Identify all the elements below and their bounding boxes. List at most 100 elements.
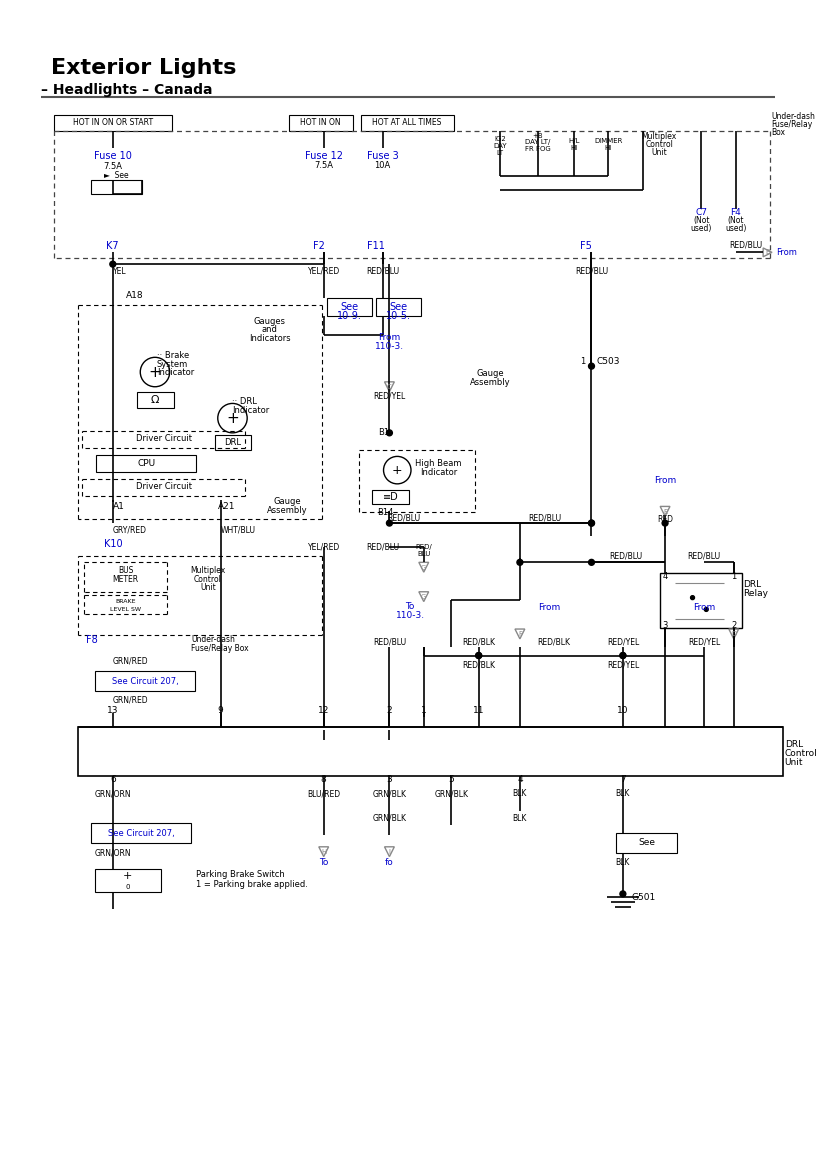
- Text: Indicator: Indicator: [233, 406, 269, 415]
- Bar: [95, 671, 195, 691]
- Text: +B: +B: [532, 132, 542, 139]
- Text: From: From: [775, 248, 796, 257]
- Text: CPU: CPU: [137, 459, 155, 468]
- Text: HI: HI: [569, 145, 577, 152]
- Text: BLK: BLK: [615, 858, 629, 867]
- Circle shape: [475, 653, 481, 658]
- Bar: [91, 823, 191, 843]
- Text: (Not: (Not: [692, 217, 708, 226]
- Text: Gauge: Gauge: [274, 497, 301, 506]
- Text: 5: 5: [448, 774, 454, 783]
- Text: I: I: [388, 850, 390, 855]
- Text: Indicator: Indicator: [156, 367, 194, 377]
- Text: (Not: (Not: [726, 217, 743, 226]
- Text: GRN/BLK: GRN/BLK: [372, 814, 406, 823]
- Text: GRN/ORN: GRN/ORN: [94, 789, 131, 799]
- Text: RED/BLK: RED/BLK: [462, 637, 495, 647]
- Text: 1: 1: [731, 571, 735, 581]
- Text: To: To: [405, 602, 414, 611]
- Text: Multiplex: Multiplex: [640, 132, 676, 141]
- Text: 10A: 10A: [374, 161, 390, 169]
- Text: Fuse 12: Fuse 12: [305, 151, 342, 161]
- Text: DAY LT/: DAY LT/: [524, 139, 550, 146]
- Text: 10-9.: 10-9.: [337, 311, 361, 321]
- Circle shape: [516, 560, 523, 566]
- Text: DRL: DRL: [224, 438, 241, 447]
- Text: Gauge: Gauge: [476, 370, 504, 379]
- Text: Under-dash: Under-dash: [191, 635, 235, 644]
- Circle shape: [475, 653, 481, 658]
- Bar: [375, 299, 420, 316]
- Text: 6: 6: [110, 774, 115, 783]
- Text: ·· Brake: ·· Brake: [156, 351, 189, 359]
- Text: RED/BLU: RED/BLU: [527, 513, 560, 523]
- Text: RED/BLK: RED/BLK: [462, 661, 495, 670]
- Text: BLK: BLK: [512, 814, 527, 823]
- Text: RED/BLU: RED/BLU: [609, 552, 641, 561]
- Bar: [360, 115, 454, 131]
- Bar: [95, 869, 161, 892]
- Text: Driver Circuit: Driver Circuit: [136, 482, 192, 491]
- Text: High Beam: High Beam: [414, 459, 461, 468]
- Text: B: B: [765, 249, 769, 255]
- Text: K10: K10: [104, 539, 123, 548]
- Text: GRN/BLK: GRN/BLK: [434, 789, 468, 799]
- Bar: [659, 573, 740, 628]
- Text: 4: 4: [662, 571, 667, 581]
- Text: +: +: [123, 872, 132, 881]
- Text: BLK: BLK: [512, 789, 527, 799]
- Text: E: E: [662, 509, 667, 515]
- Text: 0: 0: [125, 884, 129, 890]
- Circle shape: [619, 653, 625, 658]
- Text: F5: F5: [579, 241, 590, 252]
- Text: Gauges: Gauges: [253, 316, 285, 326]
- Circle shape: [619, 891, 625, 897]
- Text: See: See: [637, 838, 654, 847]
- Text: RED/BLU: RED/BLU: [387, 513, 420, 523]
- Text: A21: A21: [218, 502, 235, 511]
- Text: – Headlights – Canada: – Headlights – Canada: [41, 82, 212, 96]
- Text: HI: HI: [604, 145, 611, 152]
- Text: DRL: DRL: [743, 581, 761, 590]
- Text: Driver Circuit: Driver Circuit: [136, 435, 192, 443]
- Bar: [615, 833, 676, 853]
- Text: GRN/BLK: GRN/BLK: [372, 789, 406, 799]
- Text: Ω: Ω: [151, 394, 159, 404]
- Text: System: System: [156, 359, 188, 369]
- Text: ►  See: ► See: [104, 170, 129, 180]
- Text: ·· DRL: ·· DRL: [233, 398, 257, 406]
- Text: Box: Box: [770, 129, 784, 137]
- Text: 110-3.: 110-3.: [395, 611, 424, 620]
- Text: YEL: YEL: [113, 267, 126, 276]
- Text: 110-3.: 110-3.: [374, 342, 404, 351]
- Bar: [289, 115, 353, 131]
- Text: YEL/RED: YEL/RED: [307, 542, 339, 552]
- Text: RED/YEL: RED/YEL: [606, 661, 638, 670]
- Text: BLK: BLK: [615, 789, 629, 799]
- Text: 4: 4: [517, 774, 522, 783]
- Text: FR FOG: FR FOG: [524, 146, 550, 152]
- Text: Indicators: Indicators: [249, 334, 290, 343]
- Text: RED/BLU: RED/BLU: [728, 241, 761, 250]
- Text: Control: Control: [645, 140, 672, 150]
- Text: 10-5.: 10-5.: [385, 311, 410, 321]
- Text: F11: F11: [366, 241, 384, 252]
- Text: H: H: [321, 850, 326, 855]
- Text: Unit: Unit: [650, 148, 666, 156]
- Text: LT: LT: [496, 151, 503, 156]
- Text: H/L: H/L: [568, 138, 579, 144]
- Text: Under-dash: Under-dash: [770, 112, 814, 122]
- Text: GRN/RED: GRN/RED: [113, 657, 148, 666]
- Text: Indicator: Indicator: [419, 467, 456, 476]
- Text: Fuse 3: Fuse 3: [366, 151, 398, 161]
- Text: See Circuit 207,: See Circuit 207,: [111, 677, 179, 685]
- Text: A1: A1: [113, 502, 124, 511]
- Circle shape: [588, 520, 594, 526]
- Text: B1: B1: [378, 429, 388, 437]
- Text: fo: fo: [385, 858, 393, 867]
- Text: To: To: [319, 858, 328, 867]
- Bar: [54, 115, 171, 131]
- Text: Multiplex: Multiplex: [190, 566, 225, 575]
- Text: RED/: RED/: [415, 544, 432, 549]
- Text: F: F: [518, 632, 521, 637]
